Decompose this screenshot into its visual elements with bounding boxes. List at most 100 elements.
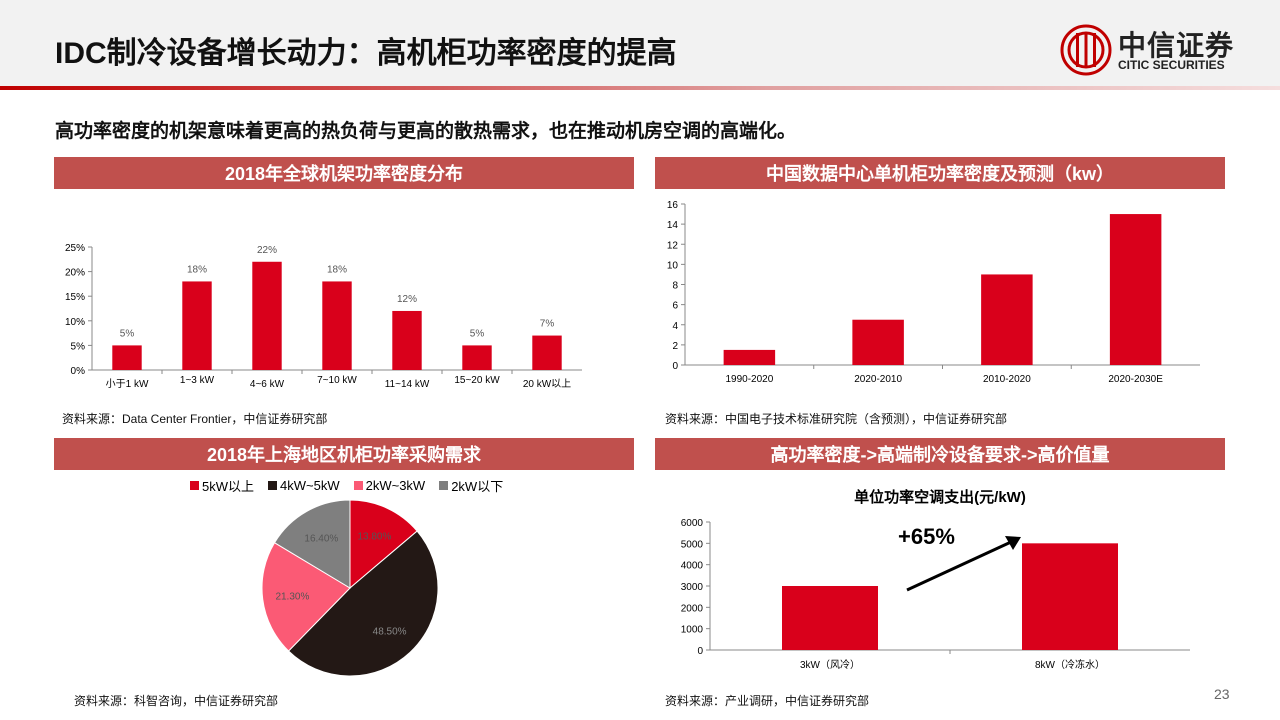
data-label: 22% xyxy=(257,245,277,256)
header-divider xyxy=(0,86,1280,90)
pie-data-label: 13.80% xyxy=(357,531,391,542)
x-tick-label: 11~14 kW xyxy=(385,379,430,390)
legend-label: 4kW~5kW xyxy=(280,478,340,493)
y-tick-label: 2000 xyxy=(681,603,704,614)
y-tick-label: 6000 xyxy=(681,518,704,529)
bar xyxy=(112,345,142,370)
y-tick-label: 0 xyxy=(697,646,703,657)
y-tick-label: 4000 xyxy=(681,561,704,572)
pie-slice xyxy=(349,500,418,590)
bar xyxy=(852,319,904,365)
y-tick-label: 15% xyxy=(65,292,85,303)
y-tick-label: 8 xyxy=(672,281,678,292)
cost-chart: 0 1000 2000 3000 4000 5000 6000 3kW（风冷） 8kW（冷冻水） xyxy=(681,518,1190,671)
growth-label: +65% xyxy=(898,524,955,549)
x-tick-label: 3kW（风冷） xyxy=(800,658,860,671)
pie-slice xyxy=(273,500,351,589)
bar xyxy=(392,310,422,370)
data-label: 18% xyxy=(187,264,207,275)
data-label: 12% xyxy=(397,294,417,305)
china-rack-chart: 0 2 4 6 8 10 12 14 16 1990-2020 2020-2010 2010-2020… xyxy=(667,200,1200,385)
data-label: 5% xyxy=(120,328,135,339)
legend-label: 2kW~3kW xyxy=(365,478,426,493)
legend-label: 2kW以下 xyxy=(451,479,504,494)
shanghai-title: 2018年上海地区机柜功率采购需求 xyxy=(54,438,634,470)
x-tick-label: 15~20 kW xyxy=(454,375,500,386)
china-rack-source: 资料来源：中国电子技术标准研究院（含预测），中信证券研究部 xyxy=(665,412,1008,426)
y-tick-label: 3000 xyxy=(681,582,704,593)
legend-swatch xyxy=(353,481,363,490)
y-tick-label: 14 xyxy=(667,220,679,231)
growth-arrow-head xyxy=(1005,536,1021,550)
y-tick-label: 0% xyxy=(71,366,86,377)
pie-data-label: 21.30% xyxy=(275,591,309,602)
y-tick-label: 1000 xyxy=(681,625,704,636)
bar xyxy=(723,349,776,365)
bar xyxy=(462,345,492,370)
bar xyxy=(981,274,1033,365)
x-tick-label: 2020-2010 xyxy=(854,374,902,385)
shanghai-source: 资料来源：科智咨询，中信证券研究部 xyxy=(74,694,279,708)
bar xyxy=(1022,543,1118,650)
cost-title-bar: 高功率密度->高端制冷设备要求->高价值量 xyxy=(655,438,1225,470)
legend-swatch xyxy=(268,481,278,490)
y-tick-label: 2 xyxy=(672,341,678,352)
pie-data-label: 48.50% xyxy=(373,626,407,637)
y-tick-label: 6 xyxy=(672,301,678,312)
x-tick-label: 1990-2020 xyxy=(725,374,773,385)
y-tick-label: 10 xyxy=(667,260,679,271)
logo-text-en: CITIC SECURITIES xyxy=(1118,58,1225,72)
global-rack-chart: 0% 5% 10% 15% 20% 25% 小于1 kW 5% 1~3 kW 18% 4~6 kW 2… xyxy=(65,243,582,390)
y-tick-label: 12 xyxy=(667,240,679,251)
x-tick-label: 8kW（冷冻水） xyxy=(1035,658,1105,671)
page-title: IDC制冷设备增长动力：高机柜功率密度的提高 xyxy=(55,37,677,70)
y-tick-label: 4 xyxy=(672,321,678,332)
x-tick-label: 2010-2020 xyxy=(983,374,1031,385)
y-tick-label: 5000 xyxy=(681,539,704,550)
x-tick-label: 2020-2030E xyxy=(1108,374,1163,385)
legend-swatch xyxy=(439,481,449,490)
page-number: 23 xyxy=(1214,686,1230,702)
x-tick-label: 4~6 kW xyxy=(250,379,285,390)
y-tick-label: 25% xyxy=(65,243,85,254)
cost-source: 资料来源：产业调研，中信证券研究部 xyxy=(665,694,870,708)
legend-label: 5kW以上 xyxy=(202,479,255,494)
header-bar xyxy=(0,0,1280,86)
bar xyxy=(1109,214,1162,365)
legend-item: 2kW以下 xyxy=(439,476,503,495)
global-rack-source: 资料来源：Data Center Frontier，中信证券研究部 xyxy=(62,412,328,426)
y-tick-label: 5% xyxy=(71,341,86,352)
legend-item: 4kW~5kW xyxy=(268,476,340,495)
x-tick-label: 20 kW以上 xyxy=(523,378,571,390)
shanghai-pie-chart: 13.80% 48.50% 21.30% 16.40% xyxy=(261,500,439,677)
global-rack-title: 2018年全球机架功率密度分布 xyxy=(54,157,634,189)
logo-text-cn: 中信证券 xyxy=(1118,30,1235,61)
growth-arrow-line xyxy=(906,540,1012,592)
data-label: 5% xyxy=(470,328,485,339)
pie-data-label: 16.40% xyxy=(304,533,338,544)
y-tick-label: 0 xyxy=(672,361,678,372)
pie-slice xyxy=(287,530,439,677)
bar xyxy=(182,281,212,370)
cost-chart-title: 单位功率空调支出(元/kW) xyxy=(854,489,1026,506)
x-tick-label: 7~10 kW xyxy=(317,375,357,386)
pie-legend: 5kW以上 4kW~5kW 2kW~3kW 2kW以下 xyxy=(190,476,503,495)
china-rack-title: 中国数据中心单机柜功率密度及预测（kw） xyxy=(655,157,1225,189)
legend-swatch xyxy=(190,481,199,490)
citic-emblem-icon xyxy=(1060,24,1112,76)
data-label: 18% xyxy=(327,264,347,275)
y-tick-label: 16 xyxy=(667,200,679,211)
citic-logo: 中信证券 CITIC SECURITIES xyxy=(1060,20,1260,80)
legend-item: 5kW以上 xyxy=(190,476,254,495)
lead-text: 高功率密度的机架意味着更高的热负荷与更高的散热需求，也在推动机房空调的高端化。 xyxy=(55,121,797,142)
x-tick-label: 1~3 kW xyxy=(180,375,215,386)
data-label: 7% xyxy=(540,319,555,330)
bar xyxy=(782,586,878,650)
bar xyxy=(532,335,562,370)
bar xyxy=(252,261,282,370)
x-tick-label: 小于1 kW xyxy=(106,378,149,390)
pie-slice xyxy=(261,542,351,652)
legend-item: 2kW~3kW xyxy=(353,476,426,495)
y-tick-label: 10% xyxy=(65,317,85,328)
bar xyxy=(322,281,352,370)
